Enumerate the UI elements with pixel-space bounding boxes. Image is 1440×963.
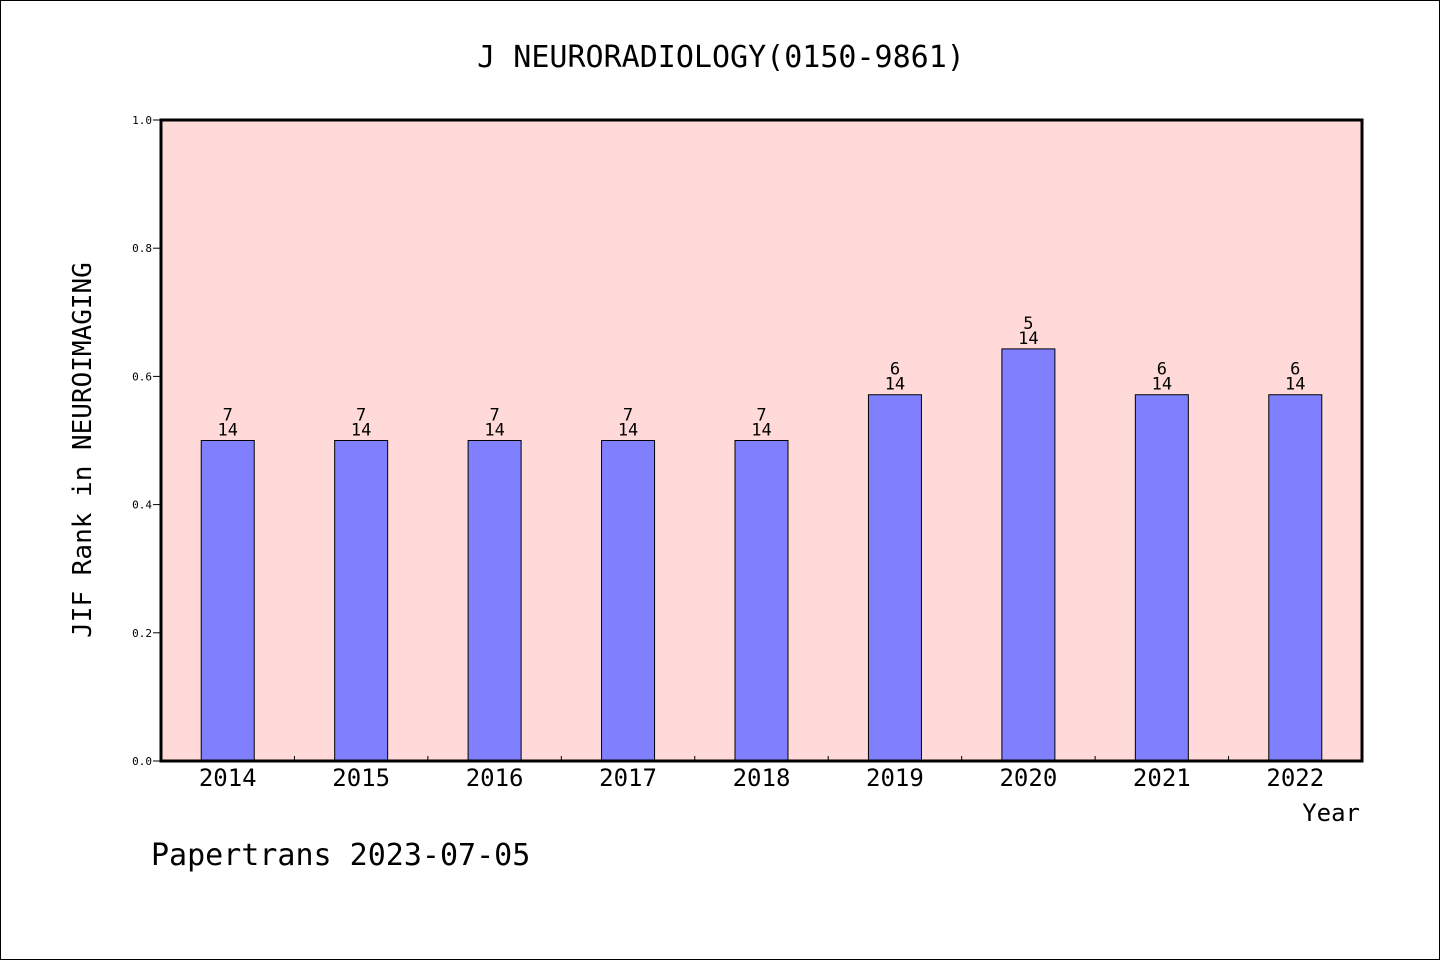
bars: [200, 348, 1323, 762]
y-tick-label: 1.0: [132, 114, 152, 127]
bar-2020: [1001, 348, 1056, 762]
bar-2014: [200, 440, 255, 762]
bar-2017: [601, 440, 656, 762]
bar-rank-label: 6: [890, 360, 900, 380]
y-axis-label: JIF Rank in NEUROIMAGING: [68, 262, 98, 638]
y-axis-ticks: 0.0 0.2 0.4 0.6 0.8 1.0: [132, 114, 161, 768]
x-tick-label: 2022: [1266, 764, 1324, 792]
bar-total-label: 14: [484, 421, 504, 441]
bar-total-label: 14: [217, 421, 237, 441]
bar-rank-label: 7: [756, 406, 766, 426]
x-axis-ticks: 2014 2015 2016 2017 2018 2019 2020 2021 2022: [199, 756, 1324, 792]
chart-title: J NEURORADIOLOGY(0150-9861): [477, 40, 965, 75]
bar-total-label: 14: [351, 421, 371, 441]
x-tick-label: 2017: [599, 764, 657, 792]
bar-2021: [1134, 394, 1189, 762]
bar-total-label: 14: [1152, 375, 1172, 395]
bar-rank-label: 6: [1290, 360, 1300, 380]
y-tick-label: 0.6: [132, 370, 152, 383]
plot-border: [159, 118, 1364, 763]
x-tick-label: 2018: [733, 764, 791, 792]
bar-2019: [867, 394, 922, 762]
bar-total-label: 14: [1285, 375, 1305, 395]
bar-total-label: 14: [751, 421, 771, 441]
x-tick-label: 2020: [999, 764, 1057, 792]
y-tick-label: 0.8: [132, 242, 152, 255]
bar-rank-label: 6: [1157, 360, 1167, 380]
y-tick-label: 0.0: [132, 755, 152, 768]
bar-2018: [734, 440, 789, 762]
x-tick-label: 2021: [1133, 764, 1191, 792]
x-axis-label: Year: [1302, 799, 1360, 827]
bar-2022: [1268, 394, 1323, 762]
y-tick-label: 0.2: [132, 627, 152, 640]
bar-rank-label: 7: [356, 406, 366, 426]
bar-total-label: 14: [1018, 329, 1038, 349]
bar-total-label: 14: [885, 375, 905, 395]
x-tick-label: 2019: [866, 764, 924, 792]
x-tick-label: 2015: [332, 764, 390, 792]
bar-rank-label: 5: [1023, 314, 1033, 334]
bar-rank-label: 7: [489, 406, 499, 426]
bar-rank-label: 7: [623, 406, 633, 426]
y-tick-label: 0.4: [132, 499, 152, 512]
bar-total-label: 14: [618, 421, 638, 441]
bar-2016: [467, 440, 522, 762]
bar-rank-label: 7: [223, 406, 233, 426]
x-tick-label: 2016: [466, 764, 524, 792]
bar-2015: [334, 440, 389, 762]
x-tick-label: 2014: [199, 764, 257, 792]
footer-credit: Papertrans 2023-07-05: [151, 838, 530, 873]
